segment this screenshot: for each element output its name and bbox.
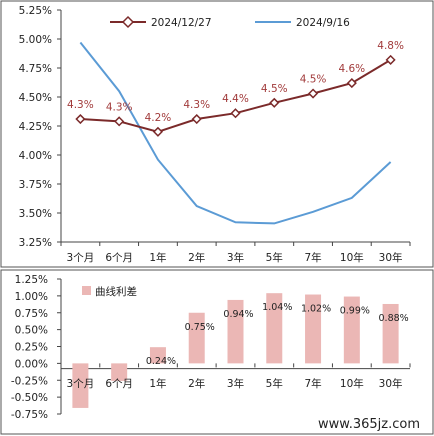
spread-bar [382,303,399,364]
spread-bar [72,363,89,408]
point-value-label: 4.4% [222,93,249,105]
legend-diamond-marker [121,15,135,29]
top-point-labels: 4.3% 4.3% 4.2% 4.3% 4.4% 4.5% 4.5% 4.6% 4.8% [67,40,404,124]
top-y-tick-label: 4.00% [19,150,52,162]
top-x-tick-label: 30年 [379,251,403,264]
top-y-tick-label: 3.75% [19,179,52,191]
top-x-tick-label: 10年 [340,251,364,264]
point-value-label: 4.6% [338,63,365,75]
legend-swatch-spread [82,286,91,295]
top-x-tick-label: 2年 [188,251,205,264]
bottom-bar-labels: 0.24% 0.75% 0.94% 1.04% 1.02% 0.99% 0.88% [146,302,409,367]
bar-value-label: 1.02% [301,304,331,315]
bar-value-label: 1.04% [262,302,292,313]
spread-bar [227,299,244,364]
data-point-marker [191,113,202,125]
data-point-marker [307,88,319,99]
top-y-tick-label: 4.75% [19,63,52,75]
top-y-tick-label: 4.50% [19,92,52,104]
spread-bar [305,294,322,364]
top-x-tick-label: 1年 [149,251,166,264]
bottom-x-tick-label: 10年 [340,377,364,390]
bottom-x-tick-label: 5年 [266,377,283,390]
bottom-x-tick-label: 3年 [227,377,244,390]
top-chart-panel: 3.25% 3.50% 3.75% 4.00% 4.25% 4.50% 4.75% 5.00%… [0,0,434,268]
bottom-y-tick-label: -0.50% [11,392,48,404]
top-chart-frame [0,0,434,268]
point-value-label: 4.3% [67,99,94,111]
point-value-label: 4.5% [261,83,288,95]
bottom-y-tick-label: 0.50% [15,325,48,337]
bottom-x-tick-label: 6个月 [105,378,133,390]
top-x-tick-label: 5年 [266,251,283,264]
legend-label-series-2: 2024/9/16 [296,17,350,29]
series-line-2024-9-16 [79,41,392,225]
spread-bar [188,312,205,364]
bottom-y-tick-label: 0.75% [15,308,48,320]
top-x-tick-group: 3个月 6个月 1年 2年 3年 5年 7年 10年 30年 [60,242,411,264]
legend-label-series-1: 2024/12/27 [151,17,212,29]
bar-value-label: 0.88% [379,313,409,324]
top-series-lines [75,41,396,225]
bottom-x-tick-label: 7年 [304,377,321,390]
bottom-y-tick-label: -0.75% [11,409,48,421]
legend-label-spread: 曲线利差 [95,285,137,298]
top-y-tick-group: 3.25% 3.50% 3.75% 4.00% 4.25% 4.50% 4.75% 5.00%… [19,5,61,249]
bottom-legend: 曲线利差 [82,285,137,298]
bottom-chart-frame [0,269,434,435]
top-x-tick-label: 3年 [227,251,244,264]
point-value-label: 4.5% [300,74,327,86]
bottom-x-tick-label: 30年 [379,377,403,390]
data-point-marker [346,78,357,89]
bottom-y-tick-label: 1.00% [15,291,48,303]
point-value-label: 4.3% [106,101,133,113]
top-x-tick-label: 7年 [304,251,321,264]
bottom-y-tick-group: -0.75% -0.50% -0.25% 0.00% 0.25% 0.50% 0.75% 1.… [11,274,61,421]
bottom-x-tick-label: 1年 [149,377,166,390]
bar-value-label: 0.94% [223,309,253,320]
spread-bar [266,293,283,364]
data-point-marker [269,97,280,108]
bottom-y-tick-label: 1.25% [15,274,48,286]
bottom-x-tick-label: 2年 [188,377,205,390]
data-point-marker [75,113,86,125]
point-value-label: 4.3% [183,99,210,111]
bottom-x-tick-group: 3个月 6个月 1年 2年 3年 5年 7年 10年 30年 [60,363,411,390]
data-point-marker [152,126,164,137]
top-y-tick-label: 4.25% [19,121,52,133]
point-value-label: 4.8% [377,40,404,52]
watermark-text: www.365jz.com [318,417,420,432]
spread-bar [343,296,360,364]
data-point-marker [230,108,241,119]
spread-bar [111,363,128,381]
bottom-y-tick-label: -0.25% [11,375,48,387]
data-point-marker [385,54,396,65]
top-y-tick-label: 5.25% [19,5,52,17]
top-y-tick-label: 5.00% [19,34,52,46]
bottom-y-tick-label: 0.00% [15,358,48,370]
bottom-y-tick-label: 0.25% [15,342,48,354]
bar-value-label: 0.75% [185,322,215,333]
top-legend: 2024/12/27 2024/9/16 [110,15,350,29]
top-y-tick-label: 3.25% [19,237,52,249]
top-y-tick-label: 3.50% [19,208,52,220]
spread-bar [149,347,166,364]
bottom-chart-panel: -0.75% -0.50% -0.25% 0.00% 0.25% 0.50% 0.75% 1.… [0,269,434,435]
bar-value-label: 0.99% [340,306,370,317]
top-x-tick-label: 3个月 [67,252,95,264]
top-x-tick-label: 6个月 [105,252,133,264]
point-value-label: 4.2% [145,112,172,124]
bottom-x-tick-label: 3个月 [67,378,95,390]
bottom-bars [72,293,399,408]
bar-value-label: 0.24% [146,356,176,367]
data-point-marker [114,116,125,127]
